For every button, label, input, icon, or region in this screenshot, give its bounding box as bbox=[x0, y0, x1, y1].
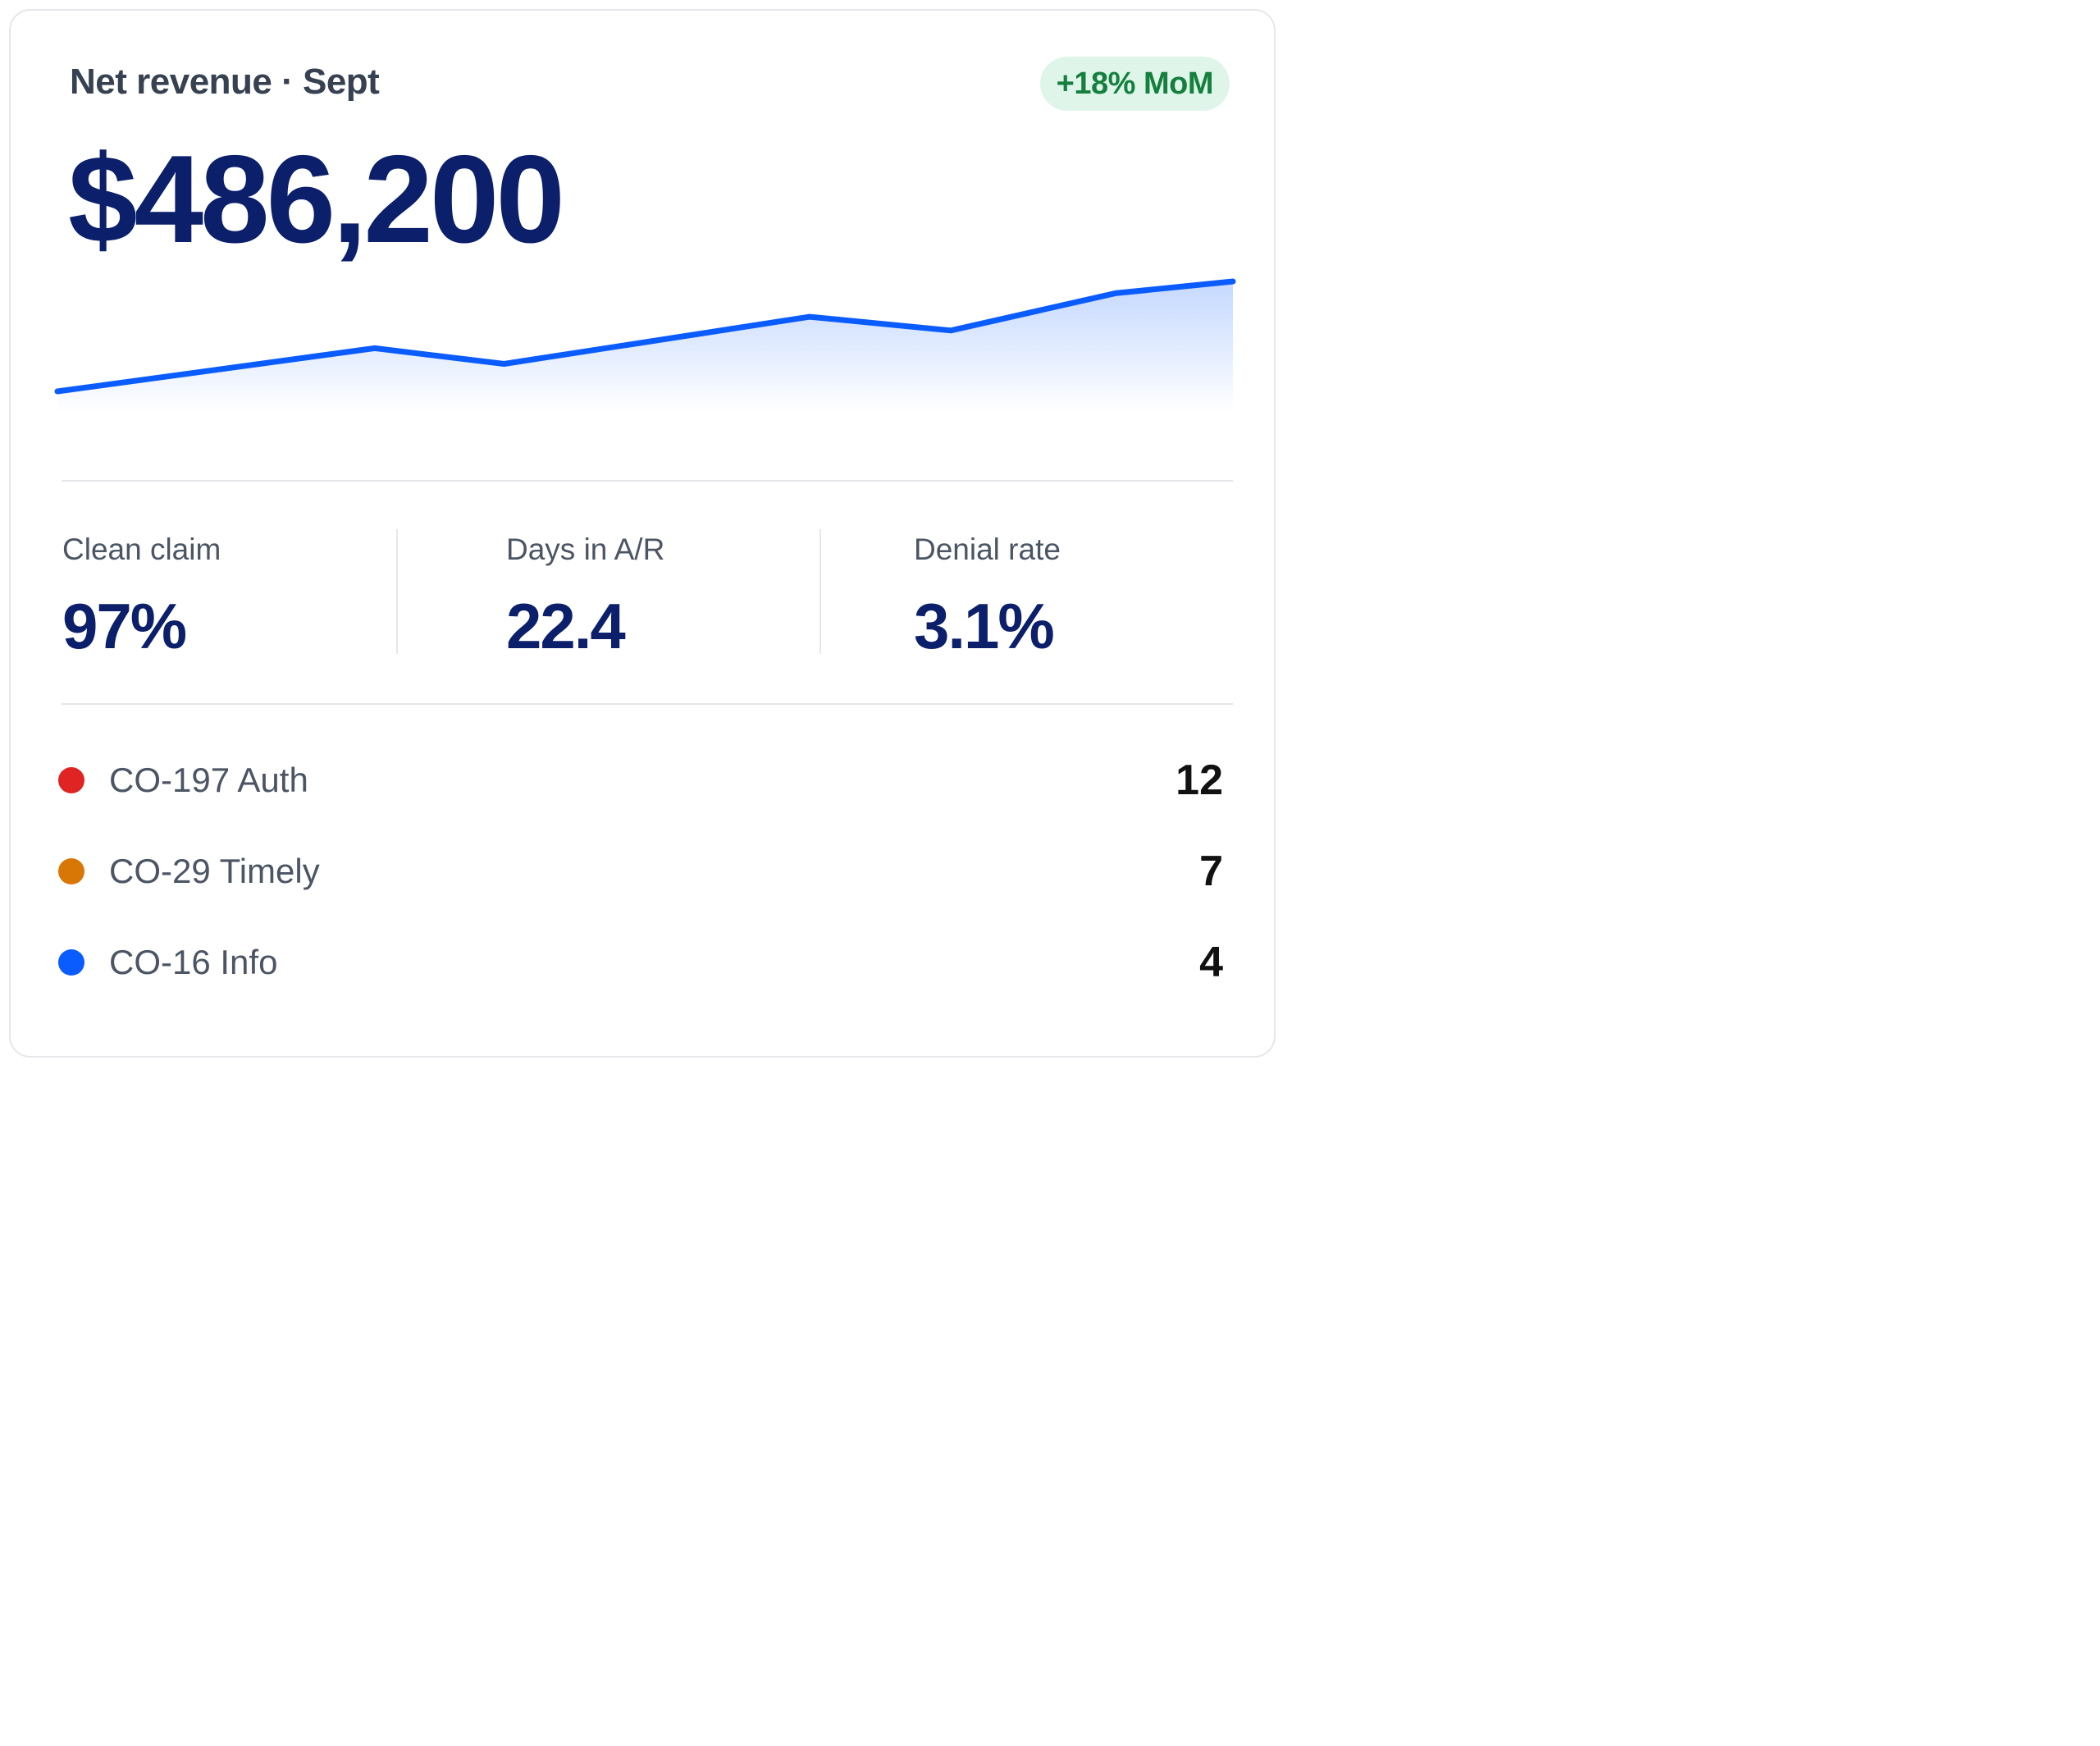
status-dot-icon bbox=[58, 858, 84, 884]
kpi-separator bbox=[396, 529, 398, 654]
kpi-days-in-ar: Days in A/R 22.4 bbox=[506, 529, 665, 659]
kpi-label: Clean claim bbox=[62, 532, 221, 566]
sparkline-line bbox=[54, 278, 1236, 395]
kpi-value: 3.1% bbox=[914, 590, 1055, 662]
denial-code-row: CO-197 Auth 12 bbox=[58, 756, 1223, 805]
status-dot-icon bbox=[58, 767, 84, 793]
status-dot-icon bbox=[58, 949, 84, 976]
divider-top bbox=[62, 480, 1233, 482]
denial-code-row: CO-29 Timely 7 bbox=[58, 847, 1223, 896]
kpi-value: 97% bbox=[62, 590, 187, 662]
kpi-clean-claim: Clean claim 97% bbox=[62, 529, 221, 659]
net-revenue-card: Net revenue · Sept +18% MoM $486,200 Cle… bbox=[9, 9, 1276, 1058]
card-title: Net revenue · Sept bbox=[70, 62, 380, 102]
denial-code-label: CO-29 Timely bbox=[109, 852, 320, 890]
denial-code-row: CO-16 Info 4 bbox=[58, 938, 1223, 987]
kpi-label: Days in A/R bbox=[506, 532, 665, 566]
denial-code-count: 7 bbox=[1199, 848, 1223, 895]
denial-code-count: 12 bbox=[1176, 756, 1223, 804]
mom-change-badge: +18% MoM bbox=[1039, 57, 1230, 111]
kpi-value: 22.4 bbox=[506, 590, 626, 662]
kpi-separator bbox=[819, 529, 821, 654]
kpi-label: Denial rate bbox=[914, 532, 1061, 566]
kpi-denial-rate: Denial rate 3.1% bbox=[914, 529, 1061, 659]
sparkline-area bbox=[57, 281, 1233, 413]
denial-code-count: 4 bbox=[1199, 939, 1223, 986]
denial-code-label: CO-197 Auth bbox=[109, 761, 308, 799]
denial-code-label: CO-16 Info bbox=[109, 943, 278, 981]
net-revenue-value: $486,200 bbox=[68, 130, 565, 269]
divider-bottom bbox=[62, 703, 1233, 705]
